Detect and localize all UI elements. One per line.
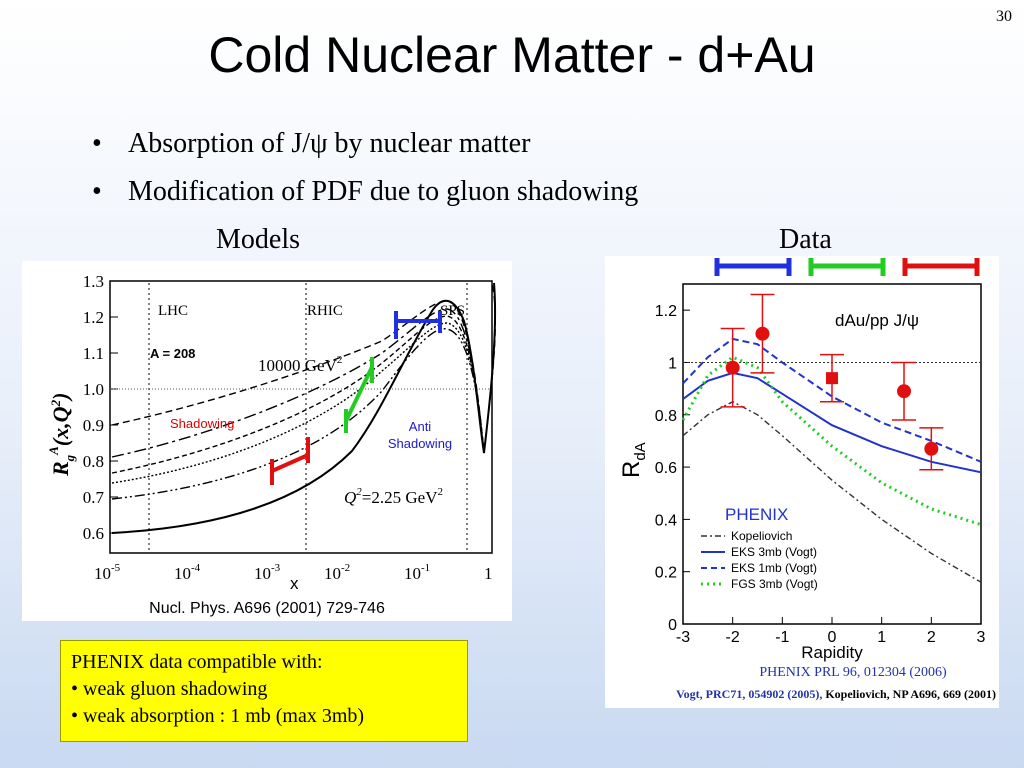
data-point (924, 441, 939, 456)
phenix-box-item: • weak gluon shadowing (71, 678, 268, 700)
ytick-label: 0.8 (655, 408, 677, 425)
data-legend: Kopeliovich EKS 3mb (Vogt) EKS 1mb (Vogt… (701, 529, 818, 591)
ytick-label: 1.2 (655, 303, 677, 320)
ytick-label: 0.8 (83, 452, 104, 471)
slide-title: Cold Nuclear Matter - d+Au (208, 27, 816, 83)
bullet-item: Modification of PDF due to gluon shadowi… (90, 168, 638, 216)
phenix-label: PHENIX (725, 505, 788, 524)
q2-high-label: 10000 GeV2 (258, 354, 342, 375)
xtick-label: 0 (828, 629, 837, 646)
data-point (755, 326, 770, 341)
model-curve (111, 315, 485, 474)
slide-number: 30 (996, 8, 1012, 25)
legend-entry: EKS 1mb (Vogt) (731, 561, 817, 575)
blue-antishadowing-marker (394, 311, 442, 339)
model-curve (111, 282, 497, 534)
model-curve (111, 328, 485, 500)
ytick-label: 0.4 (655, 512, 677, 529)
theory-curve (682, 371, 982, 474)
rapidity-markers (714, 258, 980, 276)
data-label: Data (779, 224, 832, 255)
green-rapidity-marker (808, 258, 886, 276)
models-label: Models (216, 224, 300, 255)
a-label: A = 208 (150, 346, 195, 361)
shadowing-label: Shadowing (170, 416, 234, 431)
ytick-label: 0.7 (83, 488, 105, 507)
xtick-label: 1 (877, 629, 886, 646)
theory-curve (682, 337, 982, 463)
data-citation-2: Vogt, PRC71, 054902 (2005), Kopeliovich,… (676, 687, 996, 701)
xtick-label: 10-2 (324, 562, 350, 583)
models-frame (109, 280, 493, 554)
data-xlabel: Rapidity (801, 643, 863, 662)
region-label-rhic: RHIC (307, 303, 343, 319)
xtick-label: -2 (726, 629, 740, 646)
models-ylabel: RgA(x,Q2) (46, 393, 77, 477)
ytick-label: 0.6 (83, 524, 104, 543)
data-figure: 1.2 1 0.8 0.6 0.4 0.2 0 -3 -2 -1 0 1 2 3 dAu/pp J/ψ P… (605, 256, 999, 708)
data-frame (682, 283, 982, 625)
ytick-label: 0 (668, 617, 677, 634)
xtick-label: 10-4 (174, 562, 201, 583)
data-point (897, 384, 912, 399)
legend-entry: FGS 3mb (Vogt) (731, 577, 818, 591)
xtick-label: 10-5 (94, 562, 121, 583)
q2-low-label: Q2=2.25 GeV2 (344, 486, 443, 507)
ytick-label: 1.0 (83, 380, 104, 399)
models-citation: Nucl. Phys. A696 (2001) 729-746 (149, 600, 385, 617)
data-chart: 1.210.80.60.40.20-3 -2 -1 0 1 2 3 dAu/pp J/ψ P… (618, 258, 996, 701)
phenix-box-item: • weak absorption : 1 mb (max 3mb) (71, 705, 365, 727)
phenix-box-title: PHENIX data compatible with: (71, 651, 323, 673)
red-rapidity-marker (902, 258, 980, 276)
phenix-summary-box: PHENIX data compatible with: • weak gluo… (60, 640, 468, 742)
blue-rapidity-marker (714, 258, 792, 276)
xtick-label: 10-1 (404, 562, 430, 583)
xtick-label: 3 (977, 629, 986, 646)
green-shadowing-marker (344, 357, 374, 433)
ytick-label: 1.1 (83, 344, 104, 363)
bullet-item: Absorption of J/ψ by nuclear matter (90, 120, 638, 168)
xtick-label: 10-3 (254, 562, 281, 583)
models-xlabel: x (290, 574, 299, 593)
xtick-label: 2 (927, 629, 936, 646)
data-header: dAu/pp J/ψ (835, 311, 919, 330)
ytick-label: 1 (668, 355, 677, 372)
bullet-list: Absorption of J/ψ by nuclear matter Modi… (90, 120, 638, 216)
xtick-label: -3 (676, 629, 690, 646)
theory-curve (682, 400, 982, 583)
models-chart: 1.3 1.2 1.1 1.0 0.9 0.8 0.7 0.6 10-5 10-… (46, 272, 497, 617)
xtick-label: 1 (484, 564, 493, 583)
ytick-label: 1.2 (83, 308, 104, 327)
ytick-label: 0.6 (655, 460, 677, 477)
region-label-lhc: LHC (158, 303, 188, 319)
ytick-label: 0.2 (655, 565, 677, 582)
data-point (725, 360, 740, 375)
data-citation-1: PHENIX PRL 96, 012304 (2006) (759, 665, 947, 680)
legend-entry: EKS 3mb (Vogt) (731, 545, 817, 559)
data-ylabel: RdA (618, 442, 649, 478)
red-shadowing-marker (270, 437, 310, 485)
xtick-label: -1 (775, 629, 789, 646)
data-point (826, 372, 838, 385)
models-figure: 1.3 1.2 1.1 1.0 0.9 0.8 0.7 0.6 10-5 10-… (22, 261, 512, 621)
ytick-label: 1.3 (83, 272, 104, 291)
anti-label: Anti Shadowing (388, 419, 452, 451)
legend-entry: Kopeliovich (731, 529, 792, 543)
ytick-label: 0.9 (83, 416, 104, 435)
theory-curve (681, 355, 982, 527)
